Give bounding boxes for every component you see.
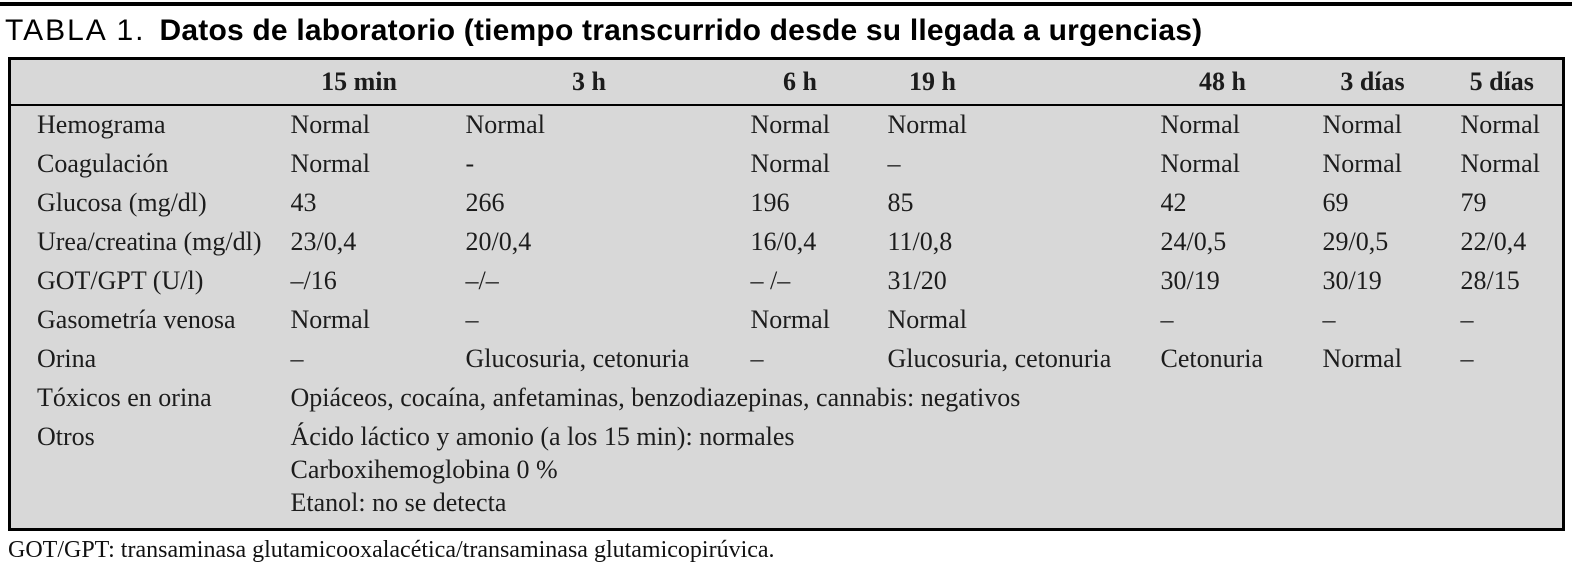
row-label: Glucosa (mg/dl) bbox=[37, 187, 207, 217]
table-body: Hemograma Normal Normal Normal Normal Normal N… bbox=[10, 105, 1564, 378]
table-cell: –/– bbox=[465, 265, 499, 295]
table-cell: Normal bbox=[1322, 110, 1402, 139]
table-cell: Glucosuria, cetonuria bbox=[887, 343, 1112, 373]
row-label: Tóxicos en orina bbox=[37, 382, 212, 412]
row-label: GOT/GPT (U/l) bbox=[37, 265, 204, 295]
table-cell: 23/0,4 bbox=[290, 226, 357, 256]
table-cell: Normal bbox=[290, 110, 370, 139]
table-cell: Normal bbox=[887, 110, 967, 139]
table-cell-otros: Ácido láctico y amonio (a los 15 min): n… bbox=[272, 417, 1564, 530]
table-cell: Normal bbox=[290, 304, 370, 334]
table-cell: 30/19 bbox=[1160, 265, 1220, 295]
column-header-19h: 19 h bbox=[868, 58, 1142, 106]
table-cell: Normal bbox=[290, 148, 370, 178]
table-cell: 85 bbox=[887, 187, 914, 217]
table-cell: – bbox=[750, 343, 764, 373]
column-header-3dias: 3 días bbox=[1303, 58, 1442, 106]
table-cell: 16/0,4 bbox=[750, 226, 817, 256]
otros-line-1: Ácido láctico y amonio (a los 15 min): n… bbox=[290, 422, 795, 451]
table-cell: Normal bbox=[750, 304, 830, 334]
table-span-rows: Tóxicos en orina Opiáceos, cocaína, anfe… bbox=[10, 378, 1564, 530]
table-cell: – bbox=[1460, 343, 1474, 373]
table-row-otros: Otros Ácido láctico y amonio (a los 15 m… bbox=[10, 417, 1564, 530]
table-cell: Normal bbox=[1322, 148, 1402, 178]
table-cell: Cetonuria bbox=[1160, 343, 1264, 373]
table-cell: 20/0,4 bbox=[465, 226, 532, 256]
row-label: Gasometría venosa bbox=[37, 304, 236, 334]
table-row-toxicos: Tóxicos en orina Opiáceos, cocaína, anfe… bbox=[10, 378, 1564, 417]
table-cell: 11/0,8 bbox=[887, 226, 953, 256]
table-row: Urea/creatina (mg/dl) 23/0,4 20/0,4 16/0,4 1… bbox=[10, 222, 1564, 261]
table-row: Hemograma Normal Normal Normal Normal Normal N… bbox=[10, 105, 1564, 144]
table-cell: 79 bbox=[1460, 187, 1487, 217]
table-footnote: GOT/GPT: transaminasa glutamicooxalacéti… bbox=[8, 537, 775, 563]
column-header-5dias: 5 días bbox=[1441, 58, 1564, 106]
row-label: Otros bbox=[37, 422, 95, 451]
table-cell: – bbox=[1322, 304, 1336, 334]
column-header-empty bbox=[9, 58, 272, 106]
top-rule bbox=[0, 2, 1572, 6]
table-cell: 196 bbox=[750, 187, 790, 217]
table-cell: 43 bbox=[290, 187, 317, 217]
table-cell: – bbox=[887, 148, 901, 178]
table-cell: Normal bbox=[1160, 110, 1240, 139]
table-cell: Normal bbox=[887, 304, 967, 334]
table-cell: 266 bbox=[465, 187, 505, 217]
otros-line-2: Carboxihemoglobina 0 % bbox=[290, 455, 558, 484]
table-header: 15 min 3 h 6 h 19 h 48 h 3 días 5 días bbox=[9, 58, 1564, 106]
table-row: Coagulación Normal - Normal – Normal Normal Nor… bbox=[10, 144, 1564, 183]
table-cell: 29/0,5 bbox=[1322, 226, 1389, 256]
otros-line-3: Etanol: no se detecta bbox=[290, 488, 507, 517]
table-cell: - bbox=[465, 148, 475, 178]
table-row: GOT/GPT (U/l) –/16 –/– – /– 31/20 30/19 30/19 2… bbox=[10, 261, 1564, 300]
table-cell: – bbox=[290, 343, 304, 373]
table-cell: Normal bbox=[465, 110, 545, 139]
table-cell: –/16 bbox=[290, 265, 337, 295]
table-cell: Normal bbox=[1160, 148, 1240, 178]
table-cell: 69 bbox=[1322, 187, 1349, 217]
row-label: Urea/creatina (mg/dl) bbox=[37, 226, 262, 256]
table-caption-text: Datos de laboratorio (tiempo transcurrid… bbox=[159, 14, 1203, 47]
table-cell: – bbox=[1460, 304, 1474, 334]
column-header-48h: 48 h bbox=[1141, 58, 1304, 106]
table-cell: – /– bbox=[750, 265, 791, 295]
row-label: Coagulación bbox=[37, 148, 169, 178]
table-cell: 31/20 bbox=[887, 265, 947, 295]
table-cell: 22/0,4 bbox=[1460, 226, 1527, 256]
table-cell: Normal bbox=[1460, 148, 1540, 178]
table-caption-number: TABLA 1. bbox=[5, 14, 146, 47]
table-cell: Normal bbox=[750, 110, 830, 139]
row-label: Hemograma bbox=[37, 110, 166, 139]
table-caption: TABLA 1. Datos de laboratorio (tiempo tra… bbox=[5, 13, 1202, 49]
table-row: Gasometría venosa Normal – Normal Normal – – – bbox=[10, 300, 1564, 339]
row-label: Orina bbox=[37, 343, 97, 373]
lab-results-table: 15 min 3 h 6 h 19 h 48 h 3 días 5 días H… bbox=[8, 57, 1565, 531]
table-cell: Normal bbox=[750, 148, 830, 178]
table-row: Orina – Glucosuria, cetonuria – Glucosuria, … bbox=[10, 339, 1564, 378]
table-header-row: 15 min 3 h 6 h 19 h 48 h 3 días 5 días bbox=[9, 58, 1564, 106]
table-cell-toxicos: Opiáceos, cocaína, anfetaminas, benzodia… bbox=[290, 382, 1021, 412]
table-cell: – bbox=[1160, 304, 1174, 334]
table-cell: Glucosuria, cetonuria bbox=[465, 343, 690, 373]
table-cell: Normal bbox=[1460, 110, 1540, 139]
table-cell: 30/19 bbox=[1322, 265, 1382, 295]
table-row: Glucosa (mg/dl) 43 266 196 85 42 69 79 bbox=[10, 183, 1564, 222]
table-cell: 24/0,5 bbox=[1160, 226, 1227, 256]
table-cell: 42 bbox=[1160, 187, 1187, 217]
table-cell: Normal bbox=[1322, 343, 1402, 373]
column-header-6h: 6 h bbox=[731, 58, 869, 106]
column-header-3h: 3 h bbox=[446, 58, 732, 106]
table-cell: 28/15 bbox=[1460, 265, 1520, 295]
column-header-15min: 15 min bbox=[271, 58, 447, 106]
table-cell: – bbox=[465, 304, 479, 334]
